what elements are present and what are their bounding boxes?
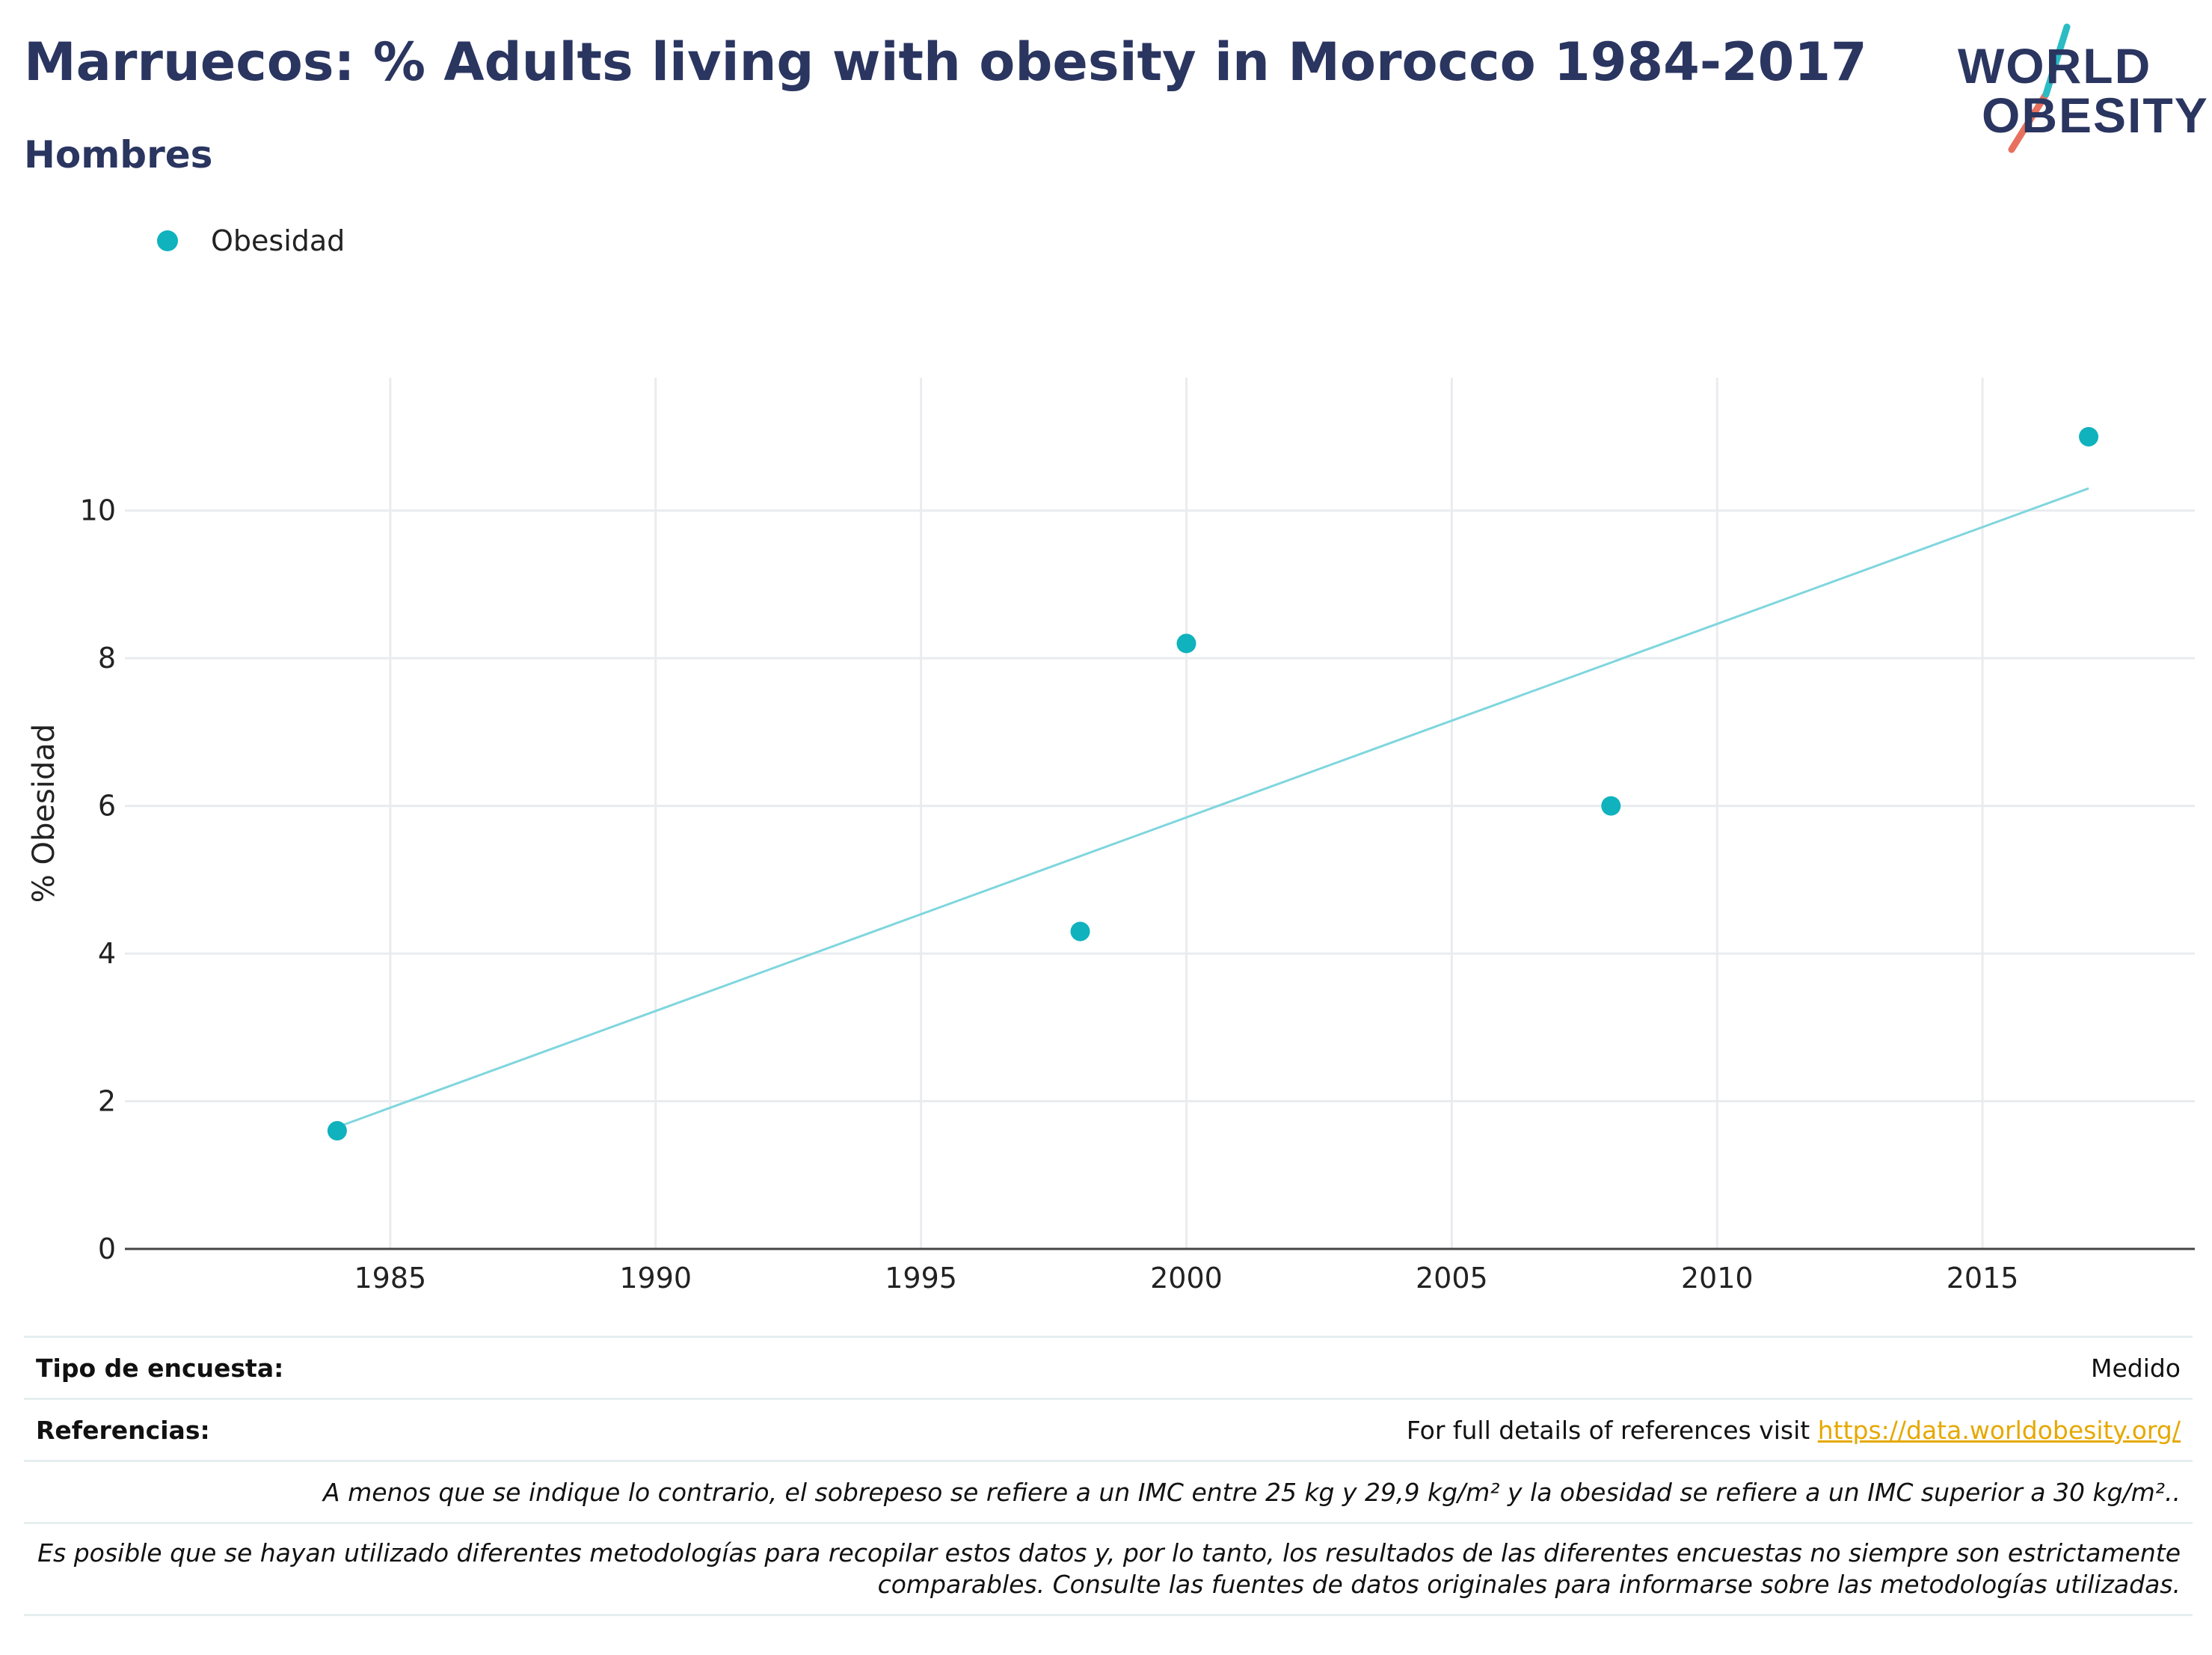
legend-marker (157, 230, 178, 251)
methodology-note-line1: Es posible que se hayan utilizado difere… (37, 1538, 2181, 1568)
survey-type-label: Tipo de encuesta: (36, 1353, 284, 1383)
trend-line (337, 487, 2089, 1129)
logo-text-line2: OBESITY (1982, 87, 2209, 143)
y-tick-label: 4 (98, 937, 116, 970)
chart-title: Marruecos: % Adults living with obesity … (24, 31, 1867, 93)
world-obesity-logo: WORLD OBESITY (1958, 21, 2208, 156)
x-tick-label: 1985 (354, 1262, 427, 1295)
references-text: For full details of references visit (1406, 1415, 1818, 1445)
footer-row-survey-type: Tipo de encuesta: Medido (24, 1336, 2193, 1398)
x-tick-label: 1995 (885, 1262, 957, 1295)
bmi-definition-note: A menos que se indique lo contrario, el … (323, 1477, 2181, 1507)
footer-row-references: Referencias: For full details of referen… (24, 1398, 2193, 1460)
data-point (2079, 426, 2099, 446)
y-tick-label: 0 (98, 1232, 116, 1265)
data-point (327, 1121, 347, 1141)
y-axis-title: % Obesidad (27, 724, 61, 903)
chart-subtitle: Hombres (24, 133, 213, 176)
legend: Obesidad (157, 224, 345, 257)
x-tick-label: 2005 (1416, 1262, 1488, 1295)
logo-text-line1: WORLD (1958, 38, 2152, 93)
references-value: For full details of references visit htt… (1407, 1416, 2181, 1445)
data-point (1070, 921, 1090, 942)
y-tick-label: 8 (98, 642, 116, 675)
data-point (1176, 633, 1196, 654)
methodology-note: Es posible que se hayan utilizado difere… (37, 1538, 2181, 1600)
footer-table: Tipo de encuesta: Medido Referencias: Fo… (24, 1336, 2193, 1616)
x-tick-label: 2010 (1681, 1262, 1754, 1295)
references-label: Referencias: (36, 1415, 210, 1445)
methodology-note-line2: comparables. Consulte las fuentes de dat… (877, 1570, 2181, 1599)
data-point (1601, 796, 1621, 816)
legend-label-obesidad: Obesidad (211, 224, 345, 257)
scatter-chart: 1985 1990 1995 2000 2005 2010 2015 0 2 4 6 8 10 % Obe… (27, 378, 2195, 1295)
footer-row-note1: A menos que se indique lo contrario, el … (24, 1460, 2193, 1522)
survey-type-value: Medido (2090, 1353, 2181, 1383)
footer-row-note2: Es posible que se hayan utilizado difere… (24, 1522, 2193, 1616)
logo-slash-icon (2008, 23, 2071, 153)
y-tick-label: 6 (98, 790, 116, 823)
x-tick-label: 2000 (1150, 1262, 1223, 1295)
y-tick-label: 2 (98, 1085, 116, 1118)
x-tick-label: 2015 (1947, 1262, 2019, 1295)
y-tick-label: 10 (80, 494, 116, 527)
references-link[interactable]: https://data.worldobesity.org/ (1817, 1415, 2181, 1445)
x-tick-label: 1990 (619, 1262, 692, 1295)
